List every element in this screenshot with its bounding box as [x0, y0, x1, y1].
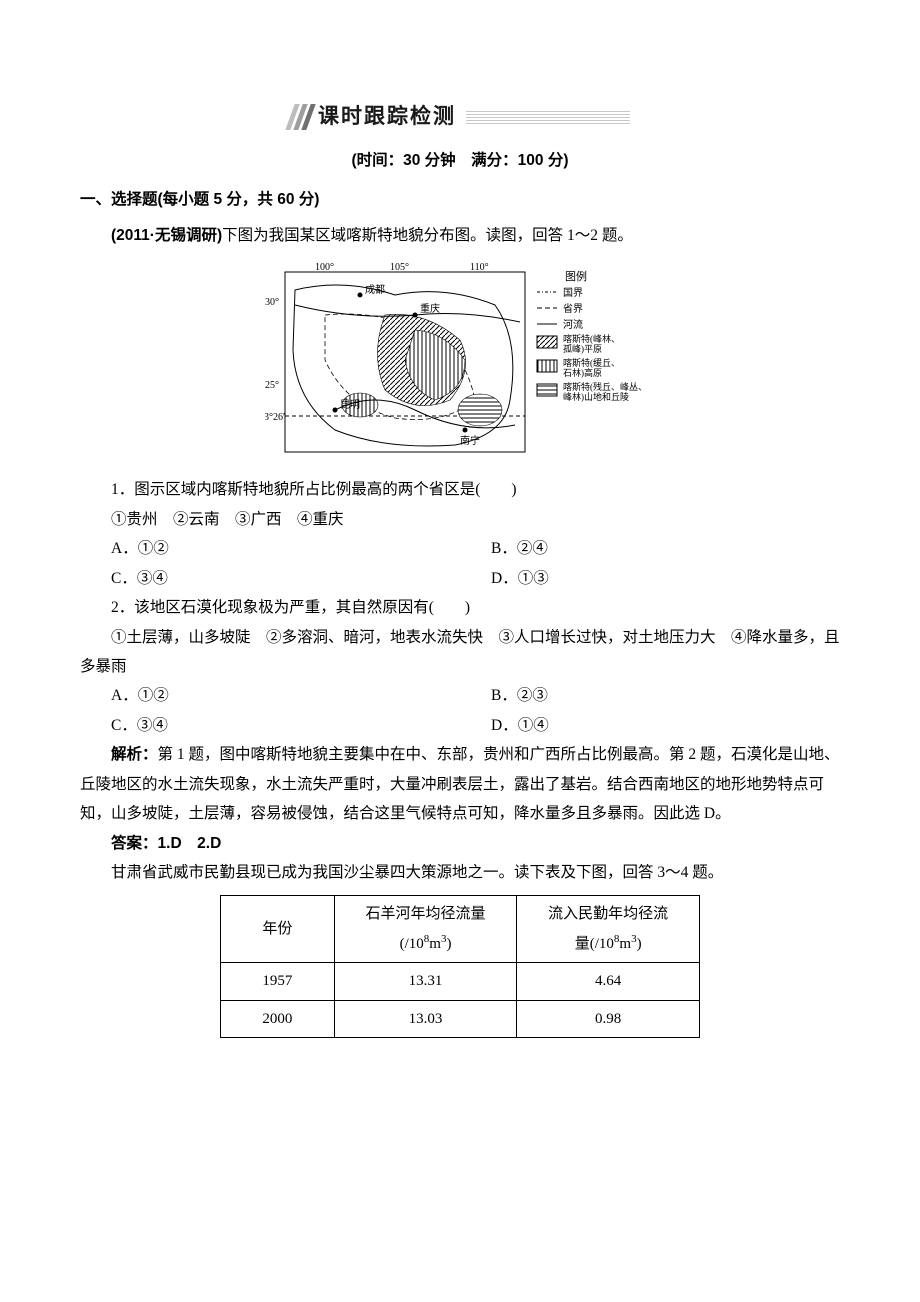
svg-text:30°: 30°	[265, 297, 279, 308]
cell-year-2: 2000	[221, 1000, 335, 1038]
banner-stripes	[290, 104, 312, 130]
intro-rest: 下图为我国某区域喀斯特地貌分布图。读图，回答 1～2 题。	[222, 227, 633, 244]
svg-text:河流: 河流	[563, 318, 583, 331]
svg-text:图例: 图例	[565, 269, 587, 283]
svg-text:100°: 100°	[315, 262, 334, 273]
svg-text:昆明: 昆明	[340, 399, 360, 411]
q1-options-row1: A．①② B．②④	[80, 534, 840, 563]
svg-text:25°: 25°	[265, 380, 279, 391]
svg-text:省界: 省界	[563, 302, 583, 315]
q2-opt-b: B．②③	[460, 681, 840, 710]
cell-year-1: 1957	[221, 963, 335, 1001]
banner-tail	[466, 110, 630, 124]
cell-minqin-1: 4.64	[517, 963, 700, 1001]
cell-shiyang-2: 13.03	[334, 1000, 517, 1038]
table-row: 2000 13.03 0.98	[221, 1000, 700, 1038]
q1-options-row2: C．③④ D．①③	[80, 564, 840, 593]
banner-title: 课时跟踪检测	[318, 97, 456, 137]
svg-text:孤峰)平原: 孤峰)平原	[563, 343, 602, 354]
svg-text:喀斯特(残丘、峰丛、: 喀斯特(残丘、峰丛、	[563, 381, 647, 392]
svg-text:105°: 105°	[390, 262, 409, 273]
analysis-label: 解析：	[111, 746, 158, 763]
svg-text:喀斯特(缓丘、: 喀斯特(缓丘、	[563, 357, 620, 368]
table-header-row: 年份 石羊河年均径流量(/108m3) 流入民勤年均径流量(/108m3)	[221, 896, 700, 963]
q2-stem: 2．该地区石漠化现象极为严重，其自然原因有( )	[80, 593, 840, 622]
svg-text:南宁: 南宁	[460, 434, 480, 447]
q1-opt-d: D．①③	[460, 564, 840, 593]
th-year: 年份	[221, 896, 335, 963]
q2-opt-a: A．①②	[80, 681, 460, 710]
q1-stem: 1．图示区域内喀斯特地貌所占比例最高的两个省区是( )	[80, 475, 840, 504]
answer-line: 答案：1.D 2.D	[80, 829, 840, 858]
svg-text:110°: 110°	[470, 262, 489, 273]
svg-text:国界: 国界	[563, 287, 583, 299]
svg-text:成都: 成都	[365, 284, 385, 296]
th-shiyang: 石羊河年均径流量(/108m3)	[334, 896, 517, 963]
table-row: 1957 13.31 4.64	[221, 963, 700, 1001]
q1-choices-nums: ①贵州 ②云南 ③广西 ④重庆	[80, 505, 840, 534]
time-score-line: (时间：30 分钟 满分：100 分)	[80, 146, 840, 175]
intro-source: (2011·无锡调研)	[111, 227, 222, 244]
q2-opt-d: D．①④	[460, 711, 840, 740]
answer-label: 答案：	[111, 835, 158, 852]
intro-q1-2: (2011·无锡调研)下图为我国某区域喀斯特地貌分布图。读图，回答 1～2 题。	[80, 221, 840, 250]
q1-opt-b: B．②④	[460, 534, 840, 563]
svg-text:峰林)山地和丘陵: 峰林)山地和丘陵	[563, 391, 629, 402]
q2-opt-c: C．③④	[80, 711, 460, 740]
svg-text:喀斯特(峰林、: 喀斯特(峰林、	[563, 333, 620, 344]
q2-options-row2: C．③④ D．①④	[80, 711, 840, 740]
answer-body: 1.D 2.D	[158, 835, 222, 852]
section-1-title: 一、选择题(每小题 5 分，共 60 分)	[80, 185, 840, 214]
analysis-body: 第 1 题，图中喀斯特地貌主要集中在中、东部，贵州和广西所占比例最高。第 2 题…	[80, 746, 840, 822]
svg-text:重庆: 重庆	[420, 302, 440, 315]
cell-shiyang-1: 13.31	[334, 963, 517, 1001]
karst-map-figure: 100° 105° 110° 30° 25° 23°26′ 成都 重庆 昆明 南…	[265, 260, 655, 465]
q2-choices-nums: ①土层薄，山多坡陡 ②多溶洞、暗河，地表水流失快 ③人口增长过快，对土地压力大 …	[80, 623, 840, 682]
q2-options-row1: A．①② B．②③	[80, 681, 840, 710]
runoff-table: 年份 石羊河年均径流量(/108m3) 流入民勤年均径流量(/108m3) 19…	[220, 895, 700, 1038]
analysis-para: 解析：第 1 题，图中喀斯特地貌主要集中在中、东部，贵州和广西所占比例最高。第 …	[80, 740, 840, 828]
q1-opt-a: A．①②	[80, 534, 460, 563]
cell-minqin-2: 0.98	[517, 1000, 700, 1038]
svg-text:23°26′: 23°26′	[265, 412, 285, 423]
lesson-banner: 课时跟踪检测	[290, 100, 630, 134]
q1-opt-c: C．③④	[80, 564, 460, 593]
intro-q3-4: 甘肃省武威市民勤县现已成为我国沙尘暴四大策源地之一。读下表及下图，回答 3～4 …	[80, 858, 840, 887]
th-minqin: 流入民勤年均径流量(/108m3)	[517, 896, 700, 963]
svg-text:石林)高原: 石林)高原	[563, 367, 602, 378]
